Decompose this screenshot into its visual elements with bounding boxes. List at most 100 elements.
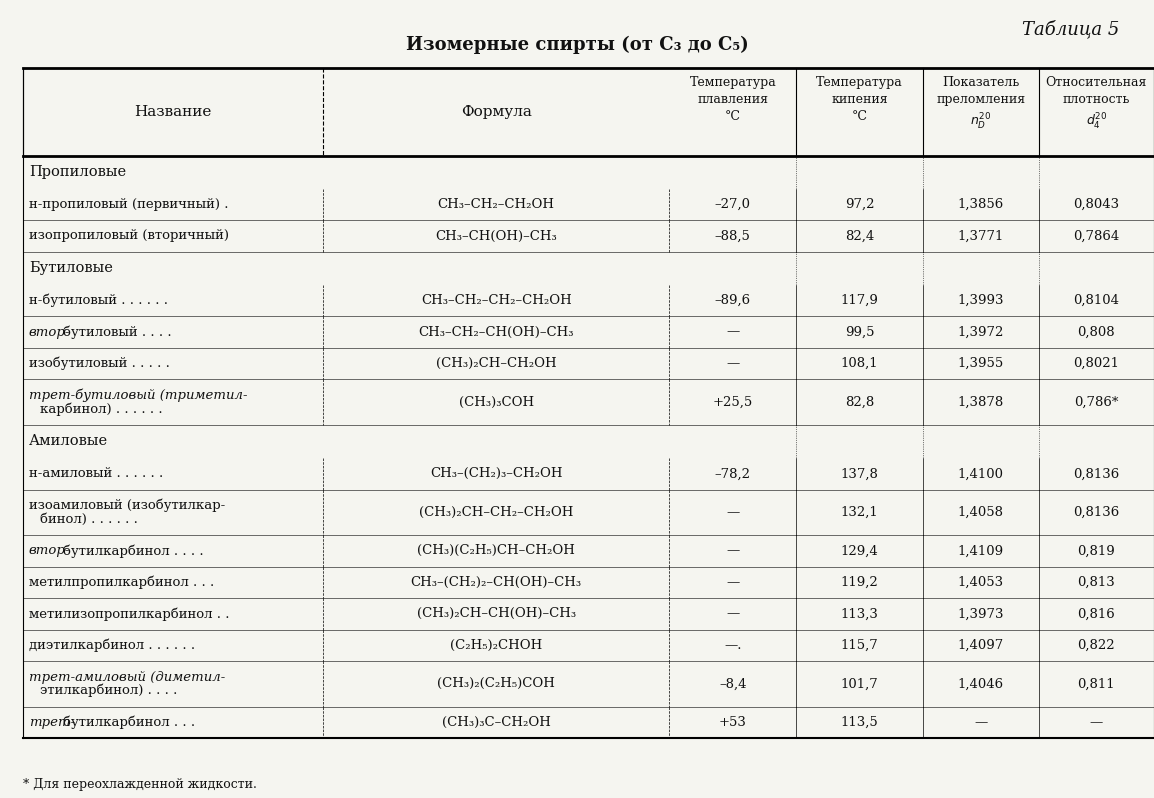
Text: –8,4: –8,4 — [719, 678, 747, 690]
Text: 97,2: 97,2 — [845, 198, 875, 211]
Text: втор-: втор- — [29, 544, 70, 557]
Text: (CH₃)(C₂H₅)CH–CH₂OH: (CH₃)(C₂H₅)CH–CH₂OH — [418, 544, 575, 557]
Text: Таблица 5: Таблица 5 — [1022, 20, 1119, 38]
Text: 1,3856: 1,3856 — [958, 198, 1004, 211]
Text: карбинол) . . . . . .: карбинол) . . . . . . — [40, 402, 163, 416]
Text: бутилкарбинол . . . .: бутилкарбинол . . . . — [63, 544, 204, 558]
Text: бутиловый . . . .: бутиловый . . . . — [63, 326, 172, 339]
Text: Относительная
плотность
$d_4^{20}$: Относительная плотность $d_4^{20}$ — [1046, 76, 1147, 132]
Text: 101,7: 101,7 — [841, 678, 878, 690]
Text: Амиловые: Амиловые — [29, 434, 108, 448]
Text: 1,4097: 1,4097 — [958, 639, 1004, 652]
Text: (CH₃)₃COH: (CH₃)₃COH — [458, 396, 534, 409]
Text: * Для переохлажденной жидкости.: * Для переохлажденной жидкости. — [23, 778, 257, 791]
Text: н-пропиловый (первичный) .: н-пропиловый (первичный) . — [29, 198, 228, 211]
Text: CH₃–CH₂–CH₂OH: CH₃–CH₂–CH₂OH — [437, 198, 555, 211]
Text: —: — — [974, 716, 988, 729]
Text: Пропиловые: Пропиловые — [29, 165, 126, 180]
Text: изоамиловый (изобутилкар-: изоамиловый (изобутилкар- — [29, 499, 225, 512]
Text: изобутиловый . . . . .: изобутиловый . . . . . — [29, 357, 170, 370]
Text: трет-бутиловый (триметил-: трет-бутиловый (триметил- — [29, 389, 247, 402]
Text: (CH₃)₂(C₂H₅)COH: (CH₃)₂(C₂H₅)COH — [437, 678, 555, 690]
Text: –78,2: –78,2 — [714, 468, 751, 480]
Text: диэтилкарбинол . . . . . .: диэтилкарбинол . . . . . . — [29, 638, 195, 652]
Text: —: — — [726, 544, 740, 557]
Text: (CH₃)₂CH–CH(OH)–CH₃: (CH₃)₂CH–CH(OH)–CH₃ — [417, 607, 576, 620]
Text: –88,5: –88,5 — [714, 230, 751, 243]
Text: (CH₃)₃C–CH₂OH: (CH₃)₃C–CH₂OH — [442, 716, 550, 729]
Text: 129,4: 129,4 — [841, 544, 878, 557]
Text: Формула: Формула — [460, 105, 532, 119]
Text: Изомерные спирты (от C₃ до C₅): Изомерные спирты (от C₃ до C₅) — [405, 36, 749, 54]
Text: Показатель
преломления
$n_D^{20}$: Показатель преломления $n_D^{20}$ — [936, 76, 1026, 132]
Text: 0,7864: 0,7864 — [1073, 230, 1119, 243]
Text: 0,811: 0,811 — [1078, 678, 1115, 690]
Text: 1,4109: 1,4109 — [958, 544, 1004, 557]
Text: Название: Название — [134, 105, 212, 119]
Text: CH₃–(CH₂)₃–CH₂OH: CH₃–(CH₂)₃–CH₂OH — [430, 468, 562, 480]
Text: 1,3972: 1,3972 — [958, 326, 1004, 338]
Text: бутилкарбинол . . .: бутилкарбинол . . . — [63, 716, 195, 729]
Text: н-бутиловый . . . . . .: н-бутиловый . . . . . . — [29, 294, 167, 307]
Text: 0,8136: 0,8136 — [1073, 468, 1119, 480]
Text: CH₃–CH₂–CH₂–CH₂OH: CH₃–CH₂–CH₂–CH₂OH — [421, 294, 571, 307]
Text: 1,3771: 1,3771 — [958, 230, 1004, 243]
Text: 1,3878: 1,3878 — [958, 396, 1004, 409]
Text: 0,822: 0,822 — [1078, 639, 1115, 652]
Text: –27,0: –27,0 — [714, 198, 751, 211]
Text: Температура
плавления
°С: Температура плавления °С — [689, 77, 777, 123]
Text: 0,816: 0,816 — [1078, 607, 1115, 620]
Text: —: — — [726, 357, 740, 370]
Text: —.: —. — [724, 639, 742, 652]
Text: —: — — [726, 576, 740, 589]
Text: —: — — [1089, 716, 1103, 729]
Text: +25,5: +25,5 — [713, 396, 752, 409]
Text: изопропиловый (вторичный): изопропиловый (вторичный) — [29, 230, 228, 243]
Text: 82,4: 82,4 — [845, 230, 875, 243]
Text: 1,4100: 1,4100 — [958, 468, 1004, 480]
Text: 119,2: 119,2 — [841, 576, 878, 589]
Text: 0,8021: 0,8021 — [1073, 357, 1119, 370]
Text: —: — — [726, 607, 740, 620]
Text: —: — — [726, 326, 740, 338]
Text: —: — — [726, 506, 740, 519]
Text: 1,4053: 1,4053 — [958, 576, 1004, 589]
Text: +53: +53 — [719, 716, 747, 729]
Text: 117,9: 117,9 — [841, 294, 878, 307]
Text: 1,4058: 1,4058 — [958, 506, 1004, 519]
Text: этилкарбинол) . . . .: этилкарбинол) . . . . — [40, 684, 178, 697]
Text: 1,3973: 1,3973 — [958, 607, 1004, 620]
Text: (C₂H₅)₂CHOH: (C₂H₅)₂CHOH — [450, 639, 542, 652]
Text: метилпропилкарбинол . . .: метилпропилкарбинол . . . — [29, 575, 215, 589]
Text: –89,6: –89,6 — [714, 294, 751, 307]
Text: трет-: трет- — [29, 716, 75, 729]
Text: 108,1: 108,1 — [841, 357, 878, 370]
Text: CH₃–(CH₂)₂–CH(OH)–CH₃: CH₃–(CH₂)₂–CH(OH)–CH₃ — [411, 576, 582, 589]
Text: 1,3993: 1,3993 — [958, 294, 1004, 307]
Text: 132,1: 132,1 — [841, 506, 878, 519]
Text: 113,5: 113,5 — [841, 716, 878, 729]
Text: 0,8104: 0,8104 — [1073, 294, 1119, 307]
Text: 115,7: 115,7 — [841, 639, 878, 652]
Text: втор-: втор- — [29, 326, 70, 338]
Text: 0,8136: 0,8136 — [1073, 506, 1119, 519]
Text: CH₃–CH₂–CH(OH)–CH₃: CH₃–CH₂–CH(OH)–CH₃ — [419, 326, 574, 338]
Text: CH₃–CH(OH)–CH₃: CH₃–CH(OH)–CH₃ — [435, 230, 557, 243]
Text: 0,8043: 0,8043 — [1073, 198, 1119, 211]
Text: 99,5: 99,5 — [845, 326, 875, 338]
Text: 0,819: 0,819 — [1078, 544, 1115, 557]
Text: 113,3: 113,3 — [841, 607, 878, 620]
Text: н-амиловый . . . . . .: н-амиловый . . . . . . — [29, 468, 163, 480]
Text: 82,8: 82,8 — [845, 396, 875, 409]
Text: Бутиловые: Бутиловые — [29, 261, 113, 275]
Text: 1,4046: 1,4046 — [958, 678, 1004, 690]
Text: Температура
кипения
°С: Температура кипения °С — [816, 77, 904, 123]
Text: (CH₃)₂CH–CH₂–CH₂OH: (CH₃)₂CH–CH₂–CH₂OH — [419, 506, 574, 519]
Text: бинол) . . . . . .: бинол) . . . . . . — [40, 512, 138, 526]
Text: 0,813: 0,813 — [1078, 576, 1115, 589]
Text: 1,3955: 1,3955 — [958, 357, 1004, 370]
Text: 0,808: 0,808 — [1078, 326, 1115, 338]
Text: 137,8: 137,8 — [841, 468, 878, 480]
Text: (CH₃)₂CH–CH₂OH: (CH₃)₂CH–CH₂OH — [436, 357, 556, 370]
Text: метилизопропилкарбинол . .: метилизопропилкарбинол . . — [29, 607, 230, 621]
